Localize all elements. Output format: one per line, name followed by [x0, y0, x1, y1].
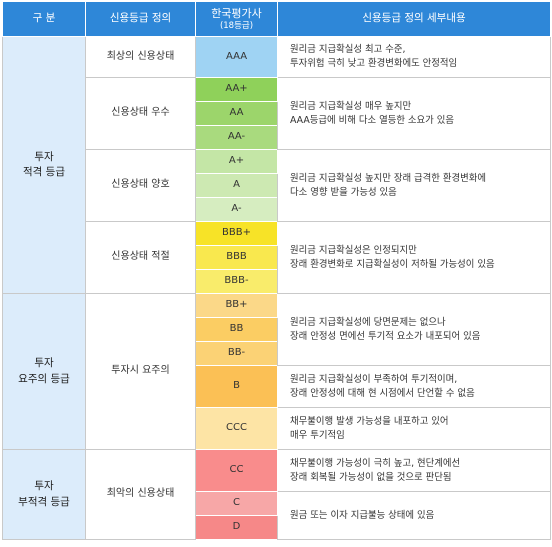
definition-cell: 신용상태 우수	[85, 77, 196, 150]
header-category: 구 분	[2, 1, 86, 37]
detail-line1: 원리금 지급확실성 높지만 장래 급격한 환경변화에	[290, 172, 487, 184]
detail-line1: 원리금 지급확실성은 인정되지만	[290, 244, 417, 256]
header-agency: 한국평가사 (18등급)	[195, 1, 278, 37]
category-line1: 투자	[34, 480, 54, 493]
category-investment-grade: 투자 적격 등급	[2, 36, 86, 294]
detail-line2: 장래 안정성에 대해 현 시점에서 단언할 수 없음	[290, 387, 475, 399]
grade-cell: BBB	[195, 245, 278, 270]
definition-cell: 최악의 신용상태	[85, 449, 196, 540]
header-detail: 신용등급 정의 세부내용	[277, 1, 551, 37]
detail-cell: 원리금 지급확실성 높지만 장래 급격한 환경변화에 다소 영향 받을 가능성 …	[277, 149, 551, 222]
category-line1: 투자	[34, 357, 54, 370]
grade-cell: BB	[195, 317, 278, 342]
grade-cell: AA-	[195, 125, 278, 150]
grade-cell: D	[195, 515, 278, 540]
detail-cell: 원리금 지급확실성 매우 높지만 AAA등급에 비해 다소 열등한 소요가 있음	[277, 77, 551, 150]
grade-cell: BBB+	[195, 221, 278, 246]
detail-line2: 매우 투기적임	[290, 429, 345, 441]
table-row: 신용상태 적절 BBB+ 원리금 지급확실성은 인정되지만 장래 환경변화로 지…	[3, 221, 551, 294]
table-row: 투자 부적격 등급 최악의 신용상태 CC 채무불이행 가능성이 극히 높고, …	[2, 449, 551, 540]
table-row: BBB	[3, 245, 551, 270]
header-definition: 신용등급 정의	[85, 1, 196, 37]
grade-cell: BBB-	[195, 269, 278, 294]
detail-line1: 원리금 지급확실성 매우 높지만	[290, 100, 412, 112]
grade-cell: A-	[195, 197, 278, 222]
header-agency-title: 한국평가사	[211, 6, 262, 20]
header-agency-subtitle: (18등급)	[219, 21, 254, 32]
detail-line1: 원리금 지급확실성이 부족하여 투기적이며,	[290, 373, 458, 385]
detail-line2: 장래 환경변화로 지급확실성이 저하될 가능성이 있음	[290, 258, 495, 270]
grade-cell: C	[195, 491, 278, 516]
detail-line2: 투자위험 극히 낮고 환경변화에도 안정적임	[290, 58, 458, 69]
grade-cell: AA	[195, 101, 278, 126]
table-row: BB	[3, 317, 551, 342]
grade-cell: AAA	[195, 36, 278, 78]
detail-cell: 채무불이행 발생 가능성을 내포하고 있어 매우 투기적임	[277, 407, 551, 450]
detail-line2: 다소 영향 받을 가능성 있음	[290, 186, 397, 198]
grade-cell: BB-	[195, 341, 278, 366]
detail-cell: 원금 또는 이자 지급불능 상태에 있음	[277, 491, 551, 540]
detail-cell: 원리금 지급확실성에 당면문제는 없으나 장래 안정성 면에선 투기적 요소가 …	[277, 293, 551, 366]
definition-cell: 최상의 신용상태	[85, 36, 196, 78]
grade-cell: A+	[195, 149, 278, 174]
detail-cell: 원리금 지급확실성은 인정되지만 장래 환경변화로 지급확실성이 저하될 가능성…	[277, 221, 551, 294]
detail-line2: 장래 안정성 면에선 투기적 요소가 내포되어 있음	[290, 330, 481, 342]
table-row: B 원리금 지급확실성이 부족하여 투기적이며, 장래 안정성에 대해 현 시점…	[3, 365, 551, 408]
detail-line2: AAA등급에 비해 다소 열등한 소요가 있음	[290, 114, 455, 126]
category-line1: 투자	[34, 150, 54, 163]
detail-cell: 원리금 지급확실성이 부족하여 투기적이며, 장래 안정성에 대해 현 시점에서…	[277, 365, 551, 408]
definition-cell: 투자시 요주의	[85, 293, 196, 450]
detail-line1: 원리금 지급확실성 최고 수준,	[290, 44, 406, 56]
detail-line1: 채무불이행 가능성이 극히 높고, 현단계에선	[290, 457, 461, 469]
table-row: 투자 적격 등급 최상의 신용상태 AAA 원리금 지급확실성 최고 수준, 투…	[2, 36, 551, 294]
table-row: 신용상태 양호 A+ 원리금 지급확실성 높지만 장래 급격한 환경변화에 다소…	[3, 149, 551, 222]
detail-line1: 원리금 지급확실성에 당면문제는 없으나	[290, 316, 446, 328]
table-row: AA-	[3, 125, 551, 150]
table-row: 신용상태 우수 AA+ 원리금 지급확실성 매우 높지만 AAA등급에 비해 다…	[3, 77, 551, 150]
table-row: 투자 요주의 등급 투자시 요주의 BB+ 원리금 지급확실성에 당면문제는 없…	[2, 293, 551, 450]
detail-cell: 원리금 지급확실성 최고 수준, 투자위험 극히 낮고 환경변화에도 안정적임	[277, 36, 551, 78]
definition-cell: 신용상태 적절	[85, 221, 196, 294]
detail-line1: 채무불이행 발생 가능성을 내포하고 있어	[290, 415, 449, 427]
category-line2: 적격 등급	[23, 166, 65, 178]
table-row: A-	[3, 197, 551, 222]
table-row: BBB-	[3, 269, 551, 294]
detail-cell: 채무불이행 가능성이 극히 높고, 현단계에선 장래 회복될 가능성이 없을 것…	[277, 449, 551, 492]
grade-cell: AA+	[195, 77, 278, 102]
grade-cell: BB+	[195, 293, 278, 318]
table-row: C 원금 또는 이자 지급불능 상태에 있음	[3, 491, 551, 540]
grade-cell: B	[195, 365, 278, 408]
grade-cell: CC	[195, 449, 278, 492]
table-row: A	[3, 173, 551, 198]
detail-line1: 원금 또는 이자 지급불능 상태에 있음	[290, 509, 435, 521]
table-row: CCC 채무불이행 발생 가능성을 내포하고 있어 매우 투기적임	[3, 407, 551, 450]
header-row: 구 분 신용등급 정의 한국평가사 (18등급) 신용등급 정의 세부내용	[2, 1, 551, 37]
category-line2: 요주의 등급	[18, 372, 70, 385]
category-line2: 부적격 등급	[18, 495, 70, 508]
grade-cell: CCC	[195, 407, 278, 450]
definition-cell: 신용상태 양호	[85, 149, 196, 222]
table-row: AA	[3, 101, 551, 126]
table-row: BB-	[3, 341, 551, 366]
category-speculative-caution: 투자 요주의 등급	[2, 293, 86, 450]
table-row: D	[3, 515, 551, 540]
grade-cell: A	[195, 173, 278, 198]
detail-line2: 장래 회복될 가능성이 없을 것으로 판단됨	[290, 471, 452, 483]
category-non-investment-grade: 투자 부적격 등급	[2, 449, 86, 540]
